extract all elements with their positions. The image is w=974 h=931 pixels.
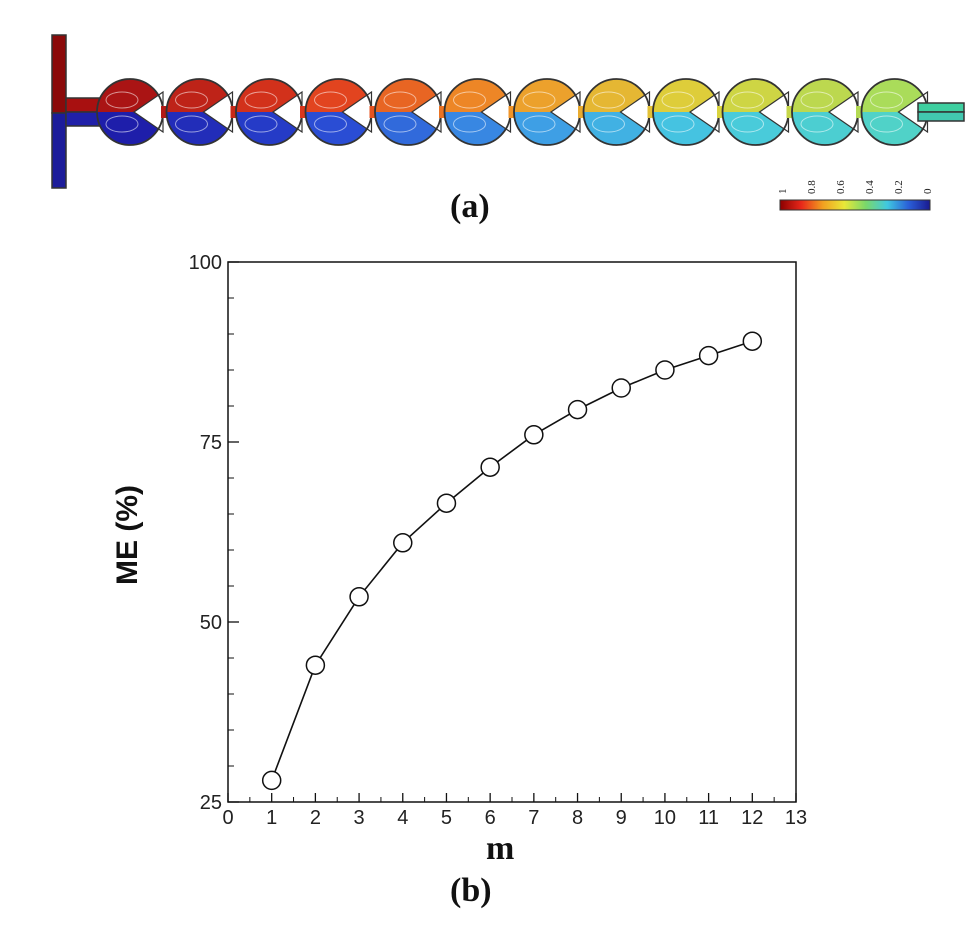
panel-b-label: (b) <box>450 872 492 909</box>
mixing-unit <box>96 78 164 146</box>
x-tick-label: 11 <box>698 807 719 829</box>
data-point <box>742 331 763 351</box>
x-tick-label: 0 <box>222 807 233 829</box>
data-point <box>436 493 457 513</box>
data-point <box>305 655 326 675</box>
x-tick-label: 8 <box>572 807 583 829</box>
y-tick-label: 75 <box>200 432 222 454</box>
mixing-unit <box>652 78 720 146</box>
data-point <box>698 345 719 366</box>
data-point <box>524 425 544 445</box>
mixing-unit <box>791 78 859 146</box>
data-point <box>393 533 413 553</box>
mixing-unit <box>235 78 303 146</box>
x-tick-label: 7 <box>528 807 539 829</box>
mixing-unit <box>582 78 651 146</box>
x-tick-label: 13 <box>785 807 807 829</box>
data-point <box>567 399 588 420</box>
connector <box>439 106 447 118</box>
connector <box>786 106 794 118</box>
plot-frame <box>227 261 797 803</box>
series-line <box>270 340 753 781</box>
mixing-unit <box>443 78 512 146</box>
connector <box>369 106 377 118</box>
data-point <box>611 378 631 398</box>
mixer-contour-panel: 1 0.8 0.6 0.4 0.2 0 <box>51 34 965 211</box>
y-axis-label: ME (%) <box>111 485 144 585</box>
data-point <box>480 457 500 477</box>
colorbar-tick-0: 1 <box>777 189 789 195</box>
data-point <box>261 770 282 791</box>
mixing-unit <box>165 78 234 146</box>
data-point <box>349 587 369 607</box>
x-tick-label: 6 <box>485 807 496 829</box>
colorbar-ticks: 1 0.8 0.6 0.4 0.2 0 <box>777 180 934 194</box>
colorbar-tick-3: 0.4 <box>864 180 876 194</box>
x-tick-label: 5 <box>441 807 452 829</box>
connector <box>856 106 864 118</box>
connector <box>230 106 238 118</box>
connector <box>161 106 169 118</box>
mixing-units <box>96 78 929 146</box>
outlet-channel <box>917 102 965 122</box>
y-tick-label: 50 <box>200 612 222 634</box>
data-point <box>655 360 675 380</box>
colorbar-tick-4: 0.2 <box>893 180 905 194</box>
series-markers <box>261 331 763 791</box>
y-axis-ticks: 25 50 75 100 <box>189 252 239 814</box>
x-tick-label: 9 <box>616 807 627 829</box>
x-axis-ticks: 0 1 2 3 4 5 6 7 8 9 10 11 12 13 <box>222 793 807 829</box>
mixing-unit <box>513 78 581 146</box>
connector <box>300 106 308 118</box>
colorbar: 1 0.8 0.6 0.4 0.2 0 <box>777 180 934 211</box>
x-tick-label: 2 <box>310 807 321 829</box>
x-tick-label: 10 <box>654 807 676 829</box>
colorbar-tick-5: 0 <box>922 188 934 194</box>
x-axis-label: m <box>486 830 515 867</box>
connector <box>717 106 725 118</box>
x-tick-label: 1 <box>266 807 277 829</box>
x-tick-label: 3 <box>354 807 365 829</box>
y-tick-label: 25 <box>200 792 222 814</box>
mixing-unit <box>304 78 373 146</box>
colorbar-tick-2: 0.6 <box>835 180 847 194</box>
x-tick-label: 4 <box>397 807 408 829</box>
colorbar-tick-1: 0.8 <box>806 180 818 194</box>
panel-a-label: (a) <box>450 188 490 225</box>
connector <box>647 106 655 118</box>
connector <box>508 106 516 118</box>
x-tick-label: 12 <box>741 807 763 829</box>
mixing-unit <box>721 78 790 146</box>
y-tick-label: 100 <box>189 252 222 274</box>
connector <box>578 106 586 118</box>
mixing-unit <box>374 78 442 146</box>
